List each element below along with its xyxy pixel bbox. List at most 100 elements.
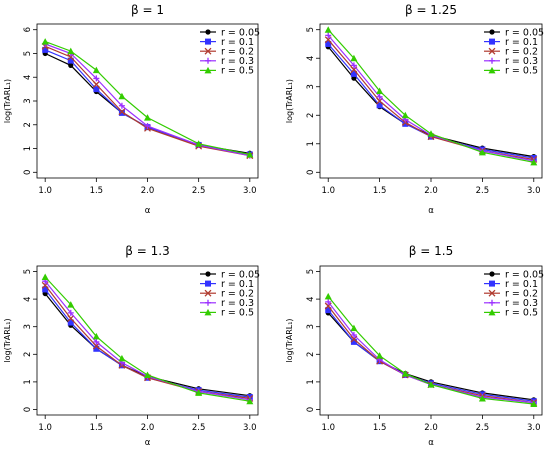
panel-4-legend-marker-3 xyxy=(488,289,496,297)
panel-1-legend-label-4: r = 0.3 xyxy=(221,56,254,67)
panel-4-point-series-5 xyxy=(401,370,409,377)
panel-4-x-tick-label: 3.0 xyxy=(527,423,541,433)
panel-4-y-tick-label: 4 xyxy=(306,296,316,301)
panel-4-y-tick-label: 0 xyxy=(306,407,316,412)
panel-4-y-tick-label: 5 xyxy=(306,269,316,274)
panel-1-legend-label-5: r = 0.5 xyxy=(221,66,254,77)
panel-2-point-series-5 xyxy=(427,130,435,137)
panel-4-point-series-5 xyxy=(376,352,384,359)
panel-4-point-series-4 xyxy=(350,331,357,338)
panel-4-legend-label-2: r = 0.1 xyxy=(505,279,538,290)
panel-3-point-series-2 xyxy=(42,286,49,293)
panel-1-point-series-4 xyxy=(144,122,151,129)
panel-3-y-tick-label: 4 xyxy=(23,296,33,301)
panel-1-x-tick-label: 3.0 xyxy=(243,186,257,196)
panel-2-y-tick-label: 2 xyxy=(306,113,316,118)
panel-1-point-series-2 xyxy=(93,86,100,93)
panel-3-x-tick-label: 1.5 xyxy=(90,423,104,433)
panel-1-legend-marker-1 xyxy=(205,29,211,35)
panel-2-y-tick-label: 5 xyxy=(306,27,316,32)
panel-1-x-tick-label: 1.5 xyxy=(90,186,104,196)
panel-1-point-series-5 xyxy=(195,140,203,147)
panel-1-point-series-5 xyxy=(144,114,151,121)
panel-2-legend-label-4: r = 0.3 xyxy=(505,56,538,67)
panel-3-point-series-5 xyxy=(67,301,75,308)
panel-3-y-tick-label: 3 xyxy=(23,324,33,329)
panel-2-legend-label-3: r = 0.2 xyxy=(505,47,538,58)
panel-4-point-series-5 xyxy=(427,381,435,388)
panel-2-legend-marker-1 xyxy=(489,29,495,35)
panel-2-point-series-5 xyxy=(324,26,332,33)
panel-3-y-axis-label: log(TrARL₁) xyxy=(3,318,12,362)
panel-3-x-tick-label: 3.0 xyxy=(243,423,257,433)
panel-3-point-series-4 xyxy=(67,309,74,316)
panel-4-y-tick-label: 3 xyxy=(306,324,316,329)
panel-1-point-series-5 xyxy=(92,66,100,74)
panel-3-point-series-5 xyxy=(144,371,151,378)
panel-2-legend-label-5: r = 0.5 xyxy=(505,66,538,77)
panel-3-point-series-2 xyxy=(93,345,100,352)
panel-4-point-series-2 xyxy=(350,338,357,345)
panel-4-legend-marker-5 xyxy=(488,308,496,316)
panel-3-x-axis-label: α xyxy=(145,438,151,448)
panel-4-x-tick-label: 1.0 xyxy=(321,423,335,433)
panel-2-point-series-4 xyxy=(325,32,332,39)
panel-4-legend-marker-4 xyxy=(489,299,495,306)
panel-3-x-tick-label: 1.0 xyxy=(38,423,52,433)
panel-2-point-series-5 xyxy=(376,87,384,95)
panel-1-title: β = 1 xyxy=(131,3,164,17)
panel-3-legend-marker-5 xyxy=(204,308,212,316)
panel-3-title: β = 1.3 xyxy=(125,244,169,258)
panel-2-x-tick-label: 3.0 xyxy=(527,186,541,196)
panel-4-legend-marker-1 xyxy=(489,271,495,277)
panel-3-y-tick-label: 1 xyxy=(23,379,33,384)
panel-2-point-series-5 xyxy=(350,54,358,62)
panel-3-y-tick-label: 5 xyxy=(23,269,33,274)
panel-3-legend-marker-2 xyxy=(205,280,211,287)
panel-1-y-tick-label: 4 xyxy=(23,75,33,80)
panel-1-legend-label-2: r = 0.1 xyxy=(221,37,254,48)
panel-3-y-tick-label: 0 xyxy=(23,407,33,412)
panel-2-x-tick-label: 2.0 xyxy=(424,186,438,196)
panel-4-point-series-5 xyxy=(350,324,358,332)
panel-2-point-series-2 xyxy=(350,70,357,77)
panel-3-point-series-5 xyxy=(195,389,203,396)
panel-1-point-series-2 xyxy=(67,57,74,64)
panel-2-y-tick-label: 0 xyxy=(306,170,316,175)
panel-2-point-series-5 xyxy=(478,148,486,156)
panel-1-point-series-4 xyxy=(118,102,125,109)
panel-3-y-tick-label: 2 xyxy=(23,352,33,357)
panel-4-point-series-5 xyxy=(324,292,332,300)
panel-1-point-series-3 xyxy=(92,80,100,88)
panel-2-y-tick-label: 3 xyxy=(306,84,316,89)
panel-2-y-tick-label: 1 xyxy=(306,141,316,146)
panel-3-x-tick-label: 2.0 xyxy=(141,423,155,433)
panel-4-legend-label-3: r = 0.2 xyxy=(505,289,538,300)
panel-4-legend-marker-2 xyxy=(489,280,495,287)
panel-4-y-tick-label: 2 xyxy=(306,352,316,357)
panel-1-x-tick-label: 1.0 xyxy=(38,186,52,196)
panel-1-point-series-1 xyxy=(68,62,74,68)
panel-1-x-tick-label: 2.0 xyxy=(141,186,155,196)
panel-4-x-axis-label: α xyxy=(428,438,434,448)
panel-2-title: β = 1.25 xyxy=(405,3,457,17)
panel-1-x-tick-label: 2.5 xyxy=(192,186,206,196)
panel-3-legend-marker-1 xyxy=(205,271,211,277)
panel-3-legend-label-2: r = 0.1 xyxy=(221,279,254,290)
panel-3-point-series-3 xyxy=(67,314,75,322)
panel-4-legend-label-1: r = 0.05 xyxy=(505,269,544,280)
panel-4-x-tick-label: 2.5 xyxy=(476,423,490,433)
panel-2-point-series-2 xyxy=(325,40,332,47)
panel-2-point-series-5 xyxy=(401,111,409,119)
panel-2-legend-marker-3 xyxy=(488,47,496,55)
panel-1-y-tick-label: 0 xyxy=(23,170,33,175)
panel-3-point-series-2 xyxy=(67,319,74,326)
panel-1-y-tick-label: 6 xyxy=(23,27,33,32)
panel-1-point-series-5 xyxy=(118,92,126,100)
panel-1-point-series-2 xyxy=(42,46,49,53)
panel-3-point-series-5 xyxy=(118,354,126,362)
panel-2-legend-marker-4 xyxy=(489,57,495,64)
panel-1-y-axis-label: log(TrARL₁) xyxy=(3,79,12,123)
